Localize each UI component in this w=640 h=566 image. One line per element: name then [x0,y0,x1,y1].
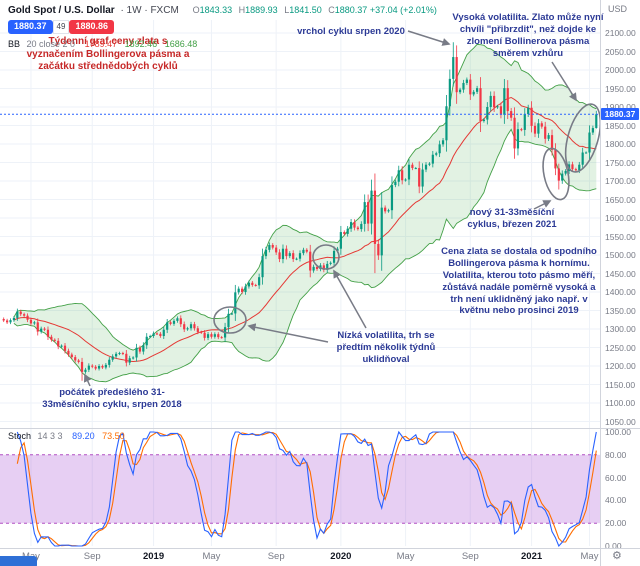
stoch-legend-title: Stoch [8,431,32,441]
axis-label: 1150.00 [605,379,636,390]
time-axis-label: 2020 [330,551,352,562]
time-axis-label: Sep [83,551,101,562]
stoch-legend-params: 14 3 3 [37,431,63,441]
arrow-low-volatility-1[interactable] [247,323,329,343]
legend-symbol-row: Gold Spot / U.S. Dollar · 1W · FXCM O184… [8,5,437,16]
axis-label: 20.00 [605,518,627,529]
axis-label: 80.00 [605,449,627,460]
pane-separator[interactable] [0,428,640,429]
symbol-title[interactable]: Gold Spot / U.S. Dollar [8,5,115,16]
bollinger-bands [13,43,597,383]
annotation-low-volatility[interactable]: Nízká volatilita, trh se předtím několik… [336,330,436,365]
axis-label: 1450.00 [605,268,636,279]
time-axis-settings-icon[interactable]: ⚙ [612,550,622,562]
axis-label: 1300.00 [605,324,636,334]
time-axis-label: May [202,551,221,562]
ellipse-current-move[interactable] [559,100,607,176]
last-price-badge: 1880.37 [601,108,639,121]
stoch-legend[interactable]: Stoch 14 3 3 89.20 73.50 [8,431,125,441]
time-axis-label: May [396,551,415,562]
ohlc-low-label: L [284,5,290,15]
axis-label: 0.00 [605,541,622,551]
sell-button[interactable]: 1880.37 [8,20,53,34]
axis-label: 1600.00 [605,213,636,223]
axis-label: 2000.00 [605,65,636,75]
ohlc-close-label: C [328,5,335,15]
arrow-cycle-top[interactable] [407,30,451,46]
axis-label: 1350.00 [605,305,636,316]
price-axis[interactable]: 1880.37 2100.00 2050.00 2000.00 1950.00 1900… [601,0,640,551]
annotation-band-move[interactable]: Cena zlata se dostala od spodního Bollin… [441,246,597,317]
drawing-annotations[interactable] [83,30,607,387]
axis-label: 1900.00 [605,102,636,112]
arrow-prev-cycle[interactable] [83,373,92,387]
currency-label: USD [608,4,628,14]
axis-label: 1550.00 [605,231,636,242]
axis-label: 1850.00 [605,120,636,131]
ohlc-open-value: 1843.33 [199,5,233,15]
buy-button[interactable]: 1880.86 [69,20,114,34]
axis-label: 1700.00 [605,176,636,186]
time-axis-label: 2019 [142,551,165,562]
time-axis-label: Sep [267,551,285,562]
symbol-meta: · 1W · FXCM [120,5,179,16]
spread-value: 49 [52,20,70,34]
cropped-ui-fragment [0,556,37,566]
ohlc-values: O1843.33 H1889.93 L1841.50 C1880.37 +37.… [189,5,437,15]
bb-legend-title: BB [8,39,21,49]
ellipse-low-volatility-2[interactable] [312,244,340,270]
time-axis-label: 2021 [521,551,543,562]
axis-label: 1100.00 [605,398,636,408]
ellipse-new-cycle-low[interactable] [539,146,573,202]
price-axis-border [600,0,601,566]
ohlc-open-label: O [192,5,200,15]
ohlc-low-value: 1841.50 [289,5,322,15]
axis-label: 2050.00 [605,46,636,57]
axis-label: 1250.00 [605,342,636,353]
arrow-new-cycle[interactable] [533,200,552,210]
arrow-high-volatility[interactable] [551,61,577,102]
axis-label: 40.00 [605,495,627,506]
bb-lower-value: 1686.48 [164,39,198,49]
bb-legend-params: 20 close 2 0 [26,39,76,49]
axis-label: 1200.00 [605,361,636,371]
axis-label: 2100.00 [605,28,636,38]
stochastic-pane [0,430,600,548]
bb-legend[interactable]: BB 20 close 2 0 1789.47 1892.46 1686.48 [8,39,197,49]
axis-label: 1800.00 [605,139,636,149]
axis-label: 100.00 [605,427,631,437]
annotation-prev-cycle[interactable]: počátek předešlého 31-33měsíčního cyklu,… [42,387,182,410]
bb-basis-value: 1789.47 [84,39,118,49]
ohlc-high-value: 1889.93 [245,5,278,15]
stoch-k-value: 89.20 [72,431,95,441]
axis-label: 1650.00 [605,194,636,205]
time-axis-label: Sep [461,551,479,562]
arrow-low-volatility-2[interactable] [333,269,367,329]
bb-upper-value: 1892.46 [124,39,158,49]
stoch-d-value: 73.50 [102,431,125,441]
annotation-new-cycle[interactable]: nový 31-33měsíční cyklus, březen 2021 [467,207,557,230]
axis-label: 1400.00 [605,287,636,297]
axis-label: 1500.00 [605,250,636,260]
ohlc-change-value: +37.04 (+2.01%) [369,5,437,15]
axis-label: 1750.00 [605,157,636,168]
axis-label: 1950.00 [605,83,636,94]
axis-label: 60.00 [605,472,627,483]
annotation-cycle-top[interactable]: vrchol cyklu srpen 2020 [297,26,405,37]
annotation-title-note[interactable]: Týdenní graf ceny zlata s vyznačením Bol… [26,36,190,72]
time-axis-label: May [580,551,599,562]
axis-label: 1050.00 [605,416,636,427]
ohlc-close-value: 1880.37 [334,5,368,15]
time-axis-border [0,548,640,549]
annotation-high-volatility[interactable]: Vysoká volatilita. Zlato může nyní chvíl… [452,12,604,59]
ellipse-low-volatility-1[interactable] [213,306,247,334]
time-axis[interactable]: MaySep2019MaySep2020MaySep2021May [0,549,600,566]
ohlc-high-label: H [238,5,246,15]
trade-buttons: 1880.37 49 1880.86 [8,20,114,34]
